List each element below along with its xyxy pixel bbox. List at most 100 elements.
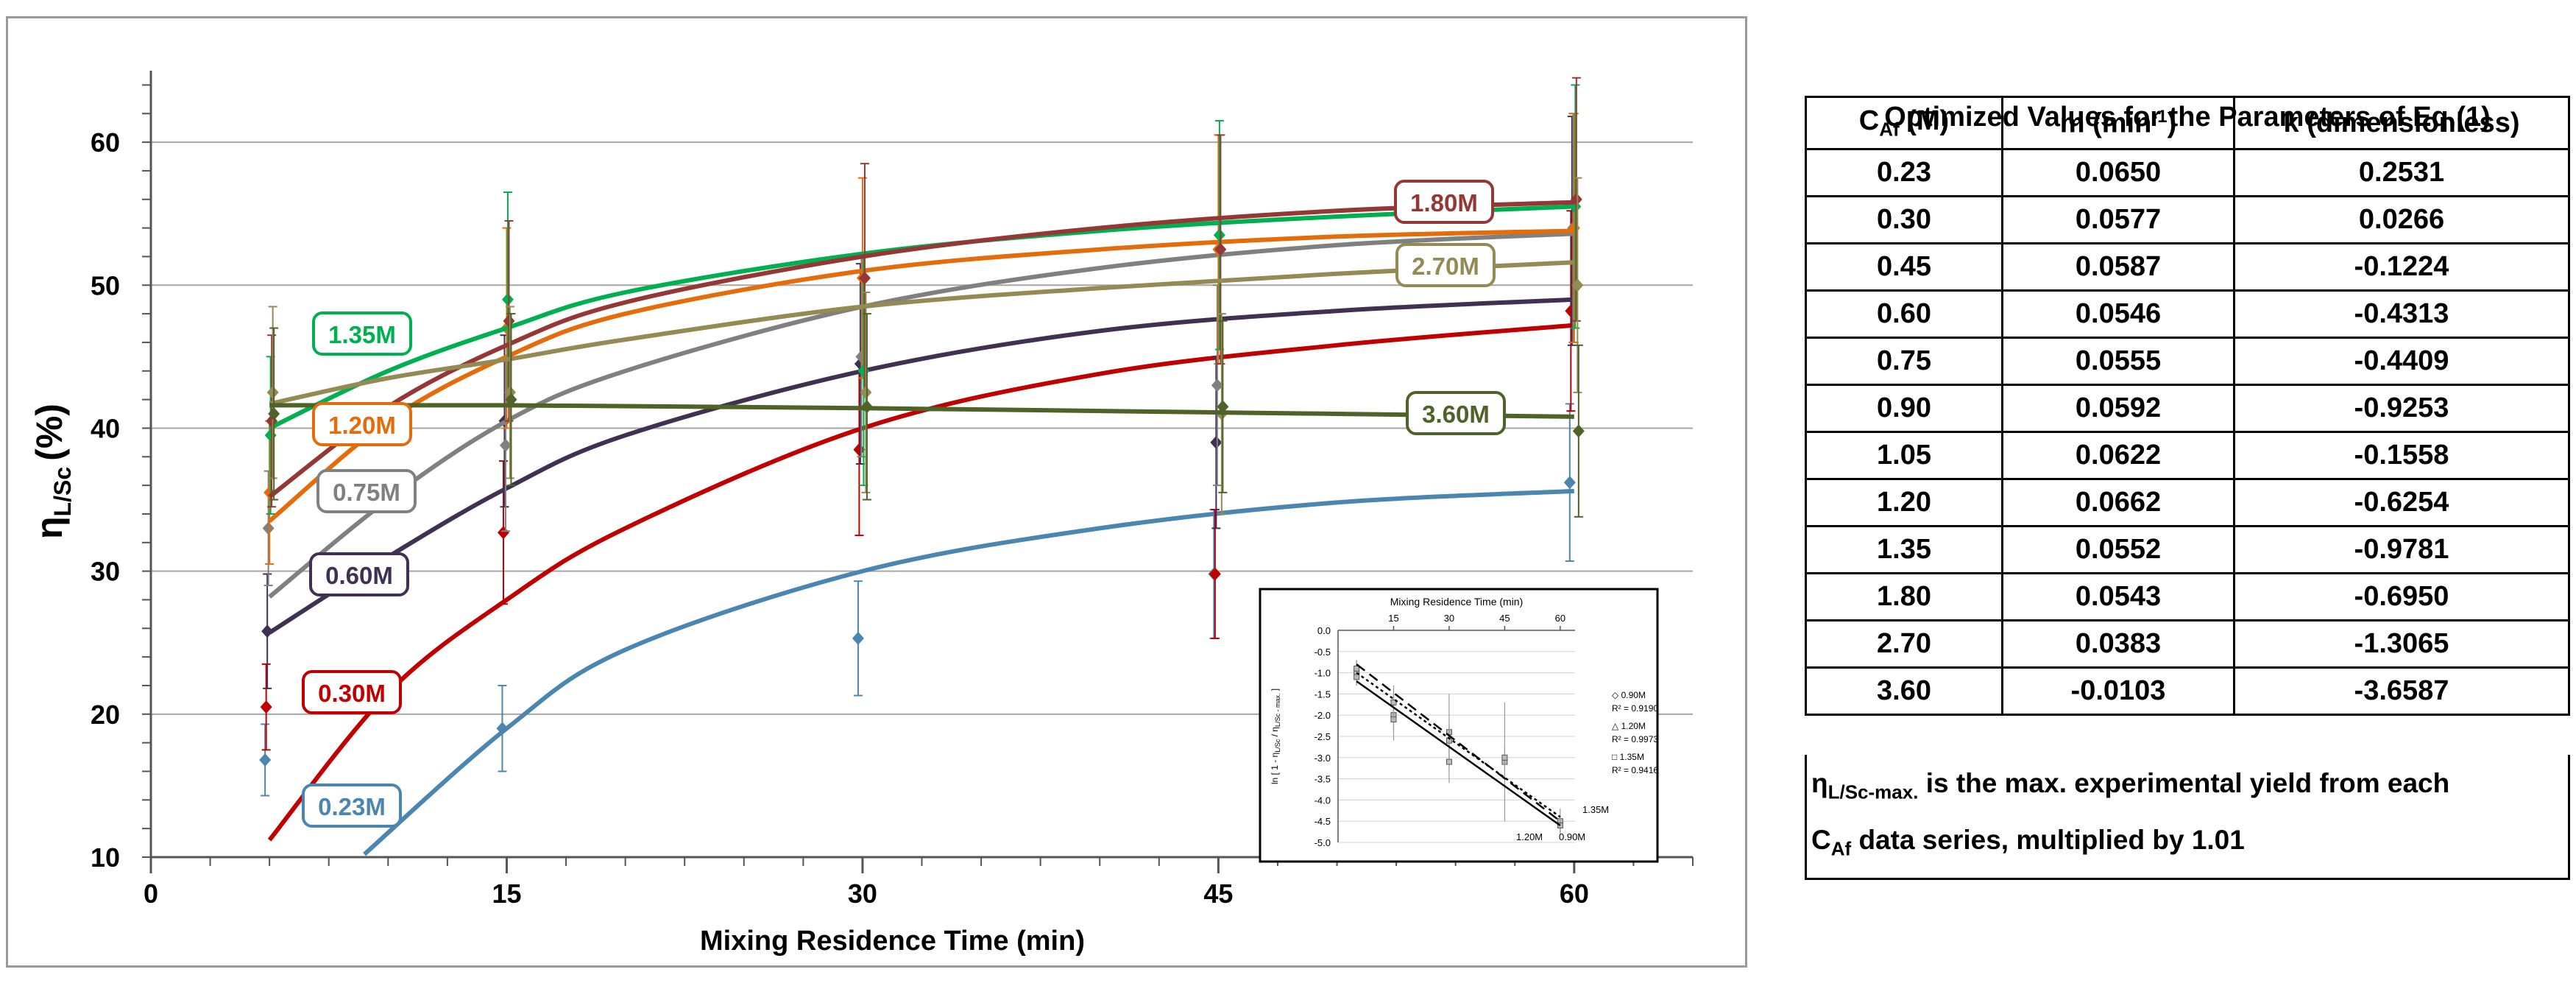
x-tick-label: 0 [144,878,158,909]
cell-caf: 0.90 [1805,384,2003,433]
inset-ylabel-part: ln [ 1 - η [1270,753,1280,784]
series-label-1.80M: 1.80M [1410,189,1478,216]
yield-chart: 10 20 30 40 50 60 0 15 30 45 60 Mixing Residence Ti… [29,71,1694,957]
series-label-box [1394,180,1494,224]
y-tick-label: 20 [91,700,120,730]
cell-caf: 0.75 [1805,337,2003,386]
y-tick-label: 50 [91,270,120,300]
cell-k: -0.6254 [2233,478,2570,527]
inset-frame [1259,588,1659,863]
cell-m: 0.0577 [2001,195,2235,244]
table-row: 0.30 0.0577 0.0266 [1805,195,2570,244]
series-label-box [309,552,409,596]
data-point-3.60M [268,407,280,421]
data-point-2.70M [266,385,279,399]
inset-legend-entry: △ 1.20M [1612,721,1646,731]
table-row: 1.80 0.0543 -0.6950 [1805,572,2570,621]
inset-legend-entry: R² = 0.9190 [1612,703,1658,714]
y-tick-label: 30 [91,557,120,587]
series-label-box [312,311,412,356]
x-tick-label: 15 [492,878,521,909]
inset-line-label: 0.90M [1559,831,1585,842]
inset-ylabel-end: ] [1270,689,1280,694]
table-row: 2.70 0.0383 -1.3065 [1805,619,2570,669]
y-axis-label: ηL/Sc (%) [29,404,76,539]
inset-ylabel-sub: L/Sc [1274,739,1281,753]
data-point-3.60M [860,400,873,414]
fit-curve-1.80M [268,200,1574,499]
cell-caf: 0.23 [1805,148,2003,197]
data-point-0.30M [1209,567,1221,581]
inset-point [1501,754,1508,761]
series-label-box [1395,243,1496,287]
table-row: 0.23 0.0650 0.2531 [1805,148,2570,197]
inset-x-tick-label: 15 [1388,613,1398,624]
data-point-3.60M [1217,400,1229,414]
cell-k: -0.4313 [2233,289,2570,339]
data-point-3.60M [1572,424,1585,438]
y-axis-label-unit: (%) [29,404,70,461]
cell-caf: 1.80 [1805,572,2003,621]
table-body: 0.23 0.0650 0.2531 0.30 0.0577 0.0266 0.45 0.05… [1805,148,2570,716]
cell-m: 0.0592 [2001,384,2235,433]
data-point-1.35M [501,292,514,306]
inset-y-tick-label: -5.0 [1314,837,1331,848]
header-m: m (min-1) [2001,96,2235,150]
inset-y-tick-label: -4.5 [1314,816,1331,827]
cell-k: -0.9781 [2233,525,2570,574]
cell-m: 0.0543 [2001,572,2235,621]
table-row: 1.05 0.0622 -0.1558 [1805,431,2570,480]
cell-m: 0.0546 [2001,289,2235,339]
inset-y-tick-label: -2.0 [1314,710,1331,721]
inset-y-tick-label: -1.0 [1314,668,1331,679]
cell-m: 0.0552 [2001,525,2235,574]
inset-legend-entry: R² = 0.9973 [1612,734,1658,744]
table-row: 1.35 0.0552 -0.9781 [1805,525,2570,574]
cell-m: 0.0555 [2001,337,2235,386]
table-row: 0.60 0.0546 -0.4313 [1805,289,2570,339]
plot-area [259,77,1585,856]
cell-caf: 1.35 [1805,525,2003,574]
inset-point [1354,665,1360,672]
cell-m: 0.0662 [2001,478,2235,527]
inset-legend-entry: R² = 0.9416 [1612,765,1658,775]
series-label-0.30M: 0.30M [318,680,386,707]
cell-m: 0.0587 [2001,242,2235,292]
cell-caf: 0.60 [1805,289,2003,339]
inset-fit-line-0.90M [1356,663,1561,823]
inset-ylabel-sub2: L/Sc - max. [1274,694,1281,728]
inset-line-label: 1.35M [1582,804,1609,815]
cell-k: -3.6587 [2233,666,2570,716]
inset-legend-entry: ◇ 0.90M [1612,690,1646,700]
data-point-3.60M [505,392,517,406]
data-point-1.80M [1214,242,1227,256]
cell-k: 0.2531 [2233,148,2570,197]
fit-curve-0.60M [268,297,1574,635]
table-note: ηL/Sc-max. is the max. experimental yiel… [1805,755,2570,880]
cell-k: -0.9253 [2233,384,2570,433]
fit-curve-3.60M [269,403,1574,419]
data-point-0.23M [259,753,272,767]
data-point-0.75M [1211,378,1223,392]
inset-ylabel-mid: / η [1270,727,1280,739]
data-point-0.75M [499,438,512,452]
cell-k: -0.1558 [2233,431,2570,480]
table-row: 0.90 0.0592 -0.9253 [1805,384,2570,433]
inset-y-tick-label: -3.0 [1314,753,1331,764]
fit-curve-0.75M [268,231,1574,599]
inset-point [1446,758,1452,765]
inset-fit-line-1.35M [1356,680,1561,826]
data-point-1.35M [1213,228,1225,242]
inset-y-tick-label: -4.0 [1314,795,1331,806]
series-label-3.60M: 3.60M [1422,401,1490,428]
series-label-box [1406,391,1506,435]
x-axis-label: Mixing Residence Time (min) [700,926,1085,957]
inset-y-tick-label: -1.5 [1314,689,1331,700]
data-point-1.35M [264,429,277,443]
cell-k: -0.1224 [2233,242,2570,292]
table-header-row: CAf (M) m (min-1) k (dimensionless) [1805,96,2570,150]
parameter-table: CAf (M) m (min-1) k (dimensionless) 0.23… [1805,96,2570,716]
cell-caf: 3.60 [1805,666,2003,716]
data-point-0.23M [852,631,864,645]
series-label-2.70M: 2.70M [1412,253,1479,280]
